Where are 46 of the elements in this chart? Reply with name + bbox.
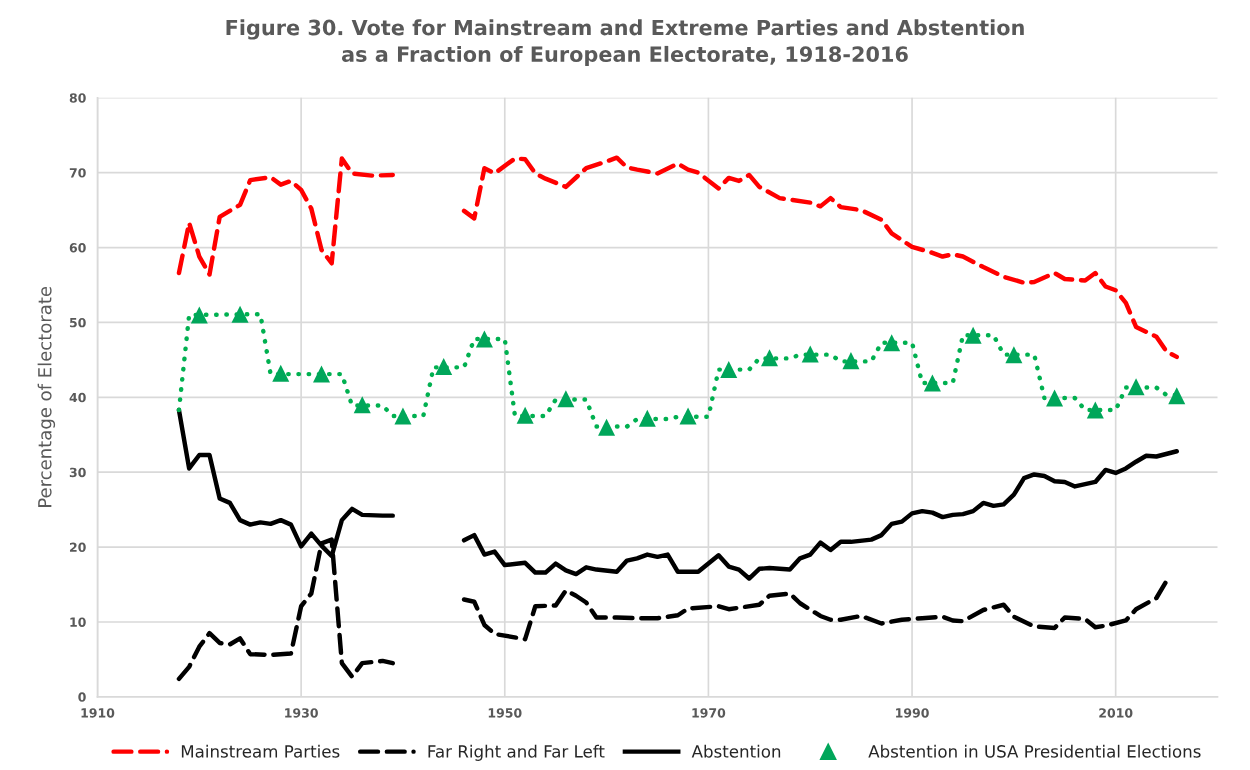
legend-label: Abstention [691,744,781,758]
y-tick-label: 80 [69,93,86,103]
y-axis-title: Percentage of Electorate [37,286,56,507]
legend-label: Mainstream Parties [181,744,340,758]
point [435,358,453,376]
y-tick-label: 60 [69,243,86,253]
point [679,407,697,425]
point [353,396,371,414]
point [1005,346,1023,364]
point [760,349,779,367]
y-tick-label: 50 [69,317,86,328]
point [638,409,656,427]
point [312,365,331,383]
point [272,364,290,382]
y-tick-label: 40 [69,392,86,403]
point [394,407,412,425]
x-tick-label: 1990 [896,708,929,718]
y-tick-label: 10 [70,617,86,627]
point [231,305,249,323]
y-tick-label: 30 [69,467,86,478]
x-tick-label: 1970 [692,708,726,718]
y-tick-label: 70 [69,168,86,178]
legend-label: Far Right and Far Left [428,744,605,761]
x-tick-label: 2010 [1099,708,1133,718]
point [1168,387,1186,405]
x-tick-label: 1910 [81,708,115,718]
point [964,326,982,344]
x-tick-label: 1930 [285,708,318,718]
point [190,306,208,324]
point [720,361,738,379]
point [1127,378,1145,396]
x-tick-label: 1950 [488,708,522,718]
legend-label: Abstention in USA Presidential Elections [868,744,1201,758]
point [557,390,575,408]
point [883,334,901,352]
point [598,418,616,436]
point [1086,401,1104,419]
chart-title: Figure 30. Vote for Mainstream and Extreme Parties and Abstention as a Fraction of European Electorate, 1918-2016 [226,19,1024,67]
point [475,330,493,348]
point [516,406,534,424]
y-tick-label: 20 [69,542,86,553]
point [1046,389,1064,407]
y-tick-label: 0 [78,692,86,702]
point [842,352,860,370]
point [801,345,819,363]
point [923,374,941,392]
